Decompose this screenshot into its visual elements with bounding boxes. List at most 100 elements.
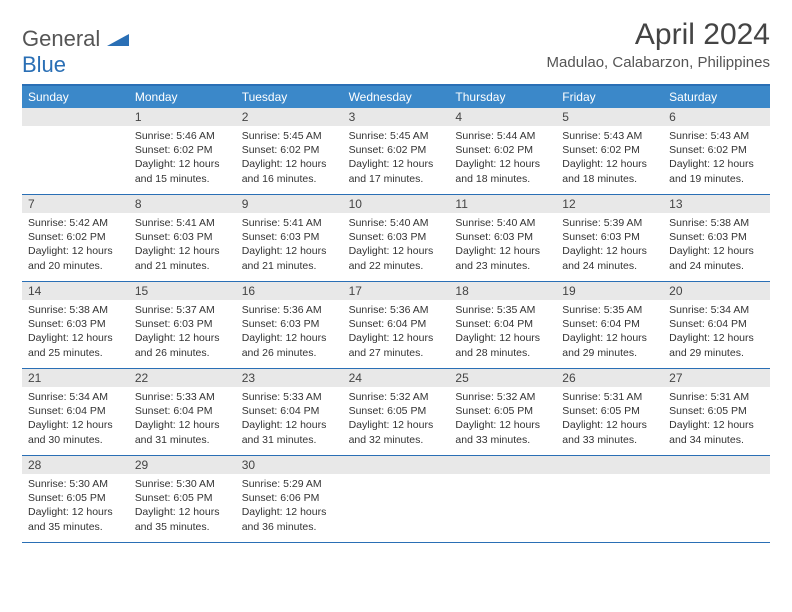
day-cell: 24Sunrise: 5:32 AMSunset: 6:05 PMDayligh… — [343, 369, 450, 455]
day-cell: 13Sunrise: 5:38 AMSunset: 6:03 PMDayligh… — [663, 195, 770, 281]
day-number: 19 — [556, 282, 663, 300]
day-cell: 18Sunrise: 5:35 AMSunset: 6:04 PMDayligh… — [449, 282, 556, 368]
daylight-text: Daylight: 12 hours and 27 minutes. — [349, 331, 444, 359]
sunset-text: Sunset: 6:02 PM — [349, 143, 444, 157]
calendar: SundayMondayTuesdayWednesdayThursdayFrid… — [22, 84, 770, 543]
day-number: 17 — [343, 282, 450, 300]
sunset-text: Sunset: 6:03 PM — [28, 317, 123, 331]
sunset-text: Sunset: 6:05 PM — [28, 491, 123, 505]
day-cell: 20Sunrise: 5:34 AMSunset: 6:04 PMDayligh… — [663, 282, 770, 368]
sunrise-text: Sunrise: 5:33 AM — [135, 390, 230, 404]
sunrise-text: Sunrise: 5:30 AM — [135, 477, 230, 491]
day-number: 15 — [129, 282, 236, 300]
daylight-text: Daylight: 12 hours and 15 minutes. — [135, 157, 230, 185]
day-body: Sunrise: 5:40 AMSunset: 6:03 PMDaylight:… — [343, 213, 450, 279]
day-header-cell: Friday — [556, 86, 663, 108]
logo-text: General Blue — [22, 26, 129, 78]
sunrise-text: Sunrise: 5:45 AM — [349, 129, 444, 143]
sunset-text: Sunset: 6:02 PM — [135, 143, 230, 157]
day-empty — [343, 456, 450, 474]
day-number: 30 — [236, 456, 343, 474]
sunrise-text: Sunrise: 5:36 AM — [349, 303, 444, 317]
sunset-text: Sunset: 6:03 PM — [455, 230, 550, 244]
logo-triangle-icon — [107, 32, 129, 51]
day-cell: 23Sunrise: 5:33 AMSunset: 6:04 PMDayligh… — [236, 369, 343, 455]
daylight-text: Daylight: 12 hours and 22 minutes. — [349, 244, 444, 272]
day-cell: 14Sunrise: 5:38 AMSunset: 6:03 PMDayligh… — [22, 282, 129, 368]
daylight-text: Daylight: 12 hours and 21 minutes. — [135, 244, 230, 272]
daylight-text: Daylight: 12 hours and 31 minutes. — [242, 418, 337, 446]
day-number: 6 — [663, 108, 770, 126]
sunset-text: Sunset: 6:04 PM — [349, 317, 444, 331]
week-row: 28Sunrise: 5:30 AMSunset: 6:05 PMDayligh… — [22, 456, 770, 543]
month-title: April 2024 — [547, 18, 770, 52]
daylight-text: Daylight: 12 hours and 26 minutes. — [242, 331, 337, 359]
sunrise-text: Sunrise: 5:32 AM — [349, 390, 444, 404]
sunset-text: Sunset: 6:02 PM — [455, 143, 550, 157]
day-cell: 17Sunrise: 5:36 AMSunset: 6:04 PMDayligh… — [343, 282, 450, 368]
header: General Blue April 2024 Madulao, Calabar… — [22, 18, 770, 78]
logo: General Blue — [22, 18, 129, 78]
sunset-text: Sunset: 6:05 PM — [455, 404, 550, 418]
day-body: Sunrise: 5:36 AMSunset: 6:04 PMDaylight:… — [343, 300, 450, 366]
day-number: 7 — [22, 195, 129, 213]
sunrise-text: Sunrise: 5:40 AM — [455, 216, 550, 230]
day-number: 27 — [663, 369, 770, 387]
daylight-text: Daylight: 12 hours and 19 minutes. — [669, 157, 764, 185]
sunset-text: Sunset: 6:02 PM — [28, 230, 123, 244]
day-cell: 11Sunrise: 5:40 AMSunset: 6:03 PMDayligh… — [449, 195, 556, 281]
day-cell: 16Sunrise: 5:36 AMSunset: 6:03 PMDayligh… — [236, 282, 343, 368]
sunrise-text: Sunrise: 5:34 AM — [669, 303, 764, 317]
day-number: 11 — [449, 195, 556, 213]
day-number: 4 — [449, 108, 556, 126]
sunset-text: Sunset: 6:03 PM — [349, 230, 444, 244]
day-header-cell: Thursday — [449, 86, 556, 108]
sunrise-text: Sunrise: 5:41 AM — [242, 216, 337, 230]
day-cell: 15Sunrise: 5:37 AMSunset: 6:03 PMDayligh… — [129, 282, 236, 368]
day-body: Sunrise: 5:43 AMSunset: 6:02 PMDaylight:… — [663, 126, 770, 192]
daylight-text: Daylight: 12 hours and 16 minutes. — [242, 157, 337, 185]
daylight-text: Daylight: 12 hours and 33 minutes. — [562, 418, 657, 446]
daylight-text: Daylight: 12 hours and 34 minutes. — [669, 418, 764, 446]
sunset-text: Sunset: 6:02 PM — [562, 143, 657, 157]
daylight-text: Daylight: 12 hours and 32 minutes. — [349, 418, 444, 446]
header-right: April 2024 Madulao, Calabarzon, Philippi… — [547, 18, 770, 71]
day-body: Sunrise: 5:36 AMSunset: 6:03 PMDaylight:… — [236, 300, 343, 366]
daylight-text: Daylight: 12 hours and 18 minutes. — [455, 157, 550, 185]
day-cell: 2Sunrise: 5:45 AMSunset: 6:02 PMDaylight… — [236, 108, 343, 194]
day-body: Sunrise: 5:38 AMSunset: 6:03 PMDaylight:… — [22, 300, 129, 366]
week-row: 1Sunrise: 5:46 AMSunset: 6:02 PMDaylight… — [22, 108, 770, 195]
day-body: Sunrise: 5:41 AMSunset: 6:03 PMDaylight:… — [236, 213, 343, 279]
sunrise-text: Sunrise: 5:36 AM — [242, 303, 337, 317]
logo-part2: Blue — [22, 52, 66, 77]
sunrise-text: Sunrise: 5:39 AM — [562, 216, 657, 230]
sunrise-text: Sunrise: 5:44 AM — [455, 129, 550, 143]
sunrise-text: Sunrise: 5:29 AM — [242, 477, 337, 491]
day-number: 3 — [343, 108, 450, 126]
day-header-cell: Wednesday — [343, 86, 450, 108]
sunset-text: Sunset: 6:02 PM — [669, 143, 764, 157]
sunrise-text: Sunrise: 5:43 AM — [562, 129, 657, 143]
day-number: 28 — [22, 456, 129, 474]
day-cell: 3Sunrise: 5:45 AMSunset: 6:02 PMDaylight… — [343, 108, 450, 194]
sunrise-text: Sunrise: 5:35 AM — [455, 303, 550, 317]
day-cell: 30Sunrise: 5:29 AMSunset: 6:06 PMDayligh… — [236, 456, 343, 542]
sunset-text: Sunset: 6:03 PM — [669, 230, 764, 244]
daylight-text: Daylight: 12 hours and 18 minutes. — [562, 157, 657, 185]
day-number: 8 — [129, 195, 236, 213]
sunset-text: Sunset: 6:06 PM — [242, 491, 337, 505]
sunset-text: Sunset: 6:03 PM — [562, 230, 657, 244]
day-empty — [22, 108, 129, 126]
day-cell: 1Sunrise: 5:46 AMSunset: 6:02 PMDaylight… — [129, 108, 236, 194]
sunset-text: Sunset: 6:05 PM — [135, 491, 230, 505]
day-body: Sunrise: 5:34 AMSunset: 6:04 PMDaylight:… — [663, 300, 770, 366]
day-cell — [556, 456, 663, 542]
sunset-text: Sunset: 6:03 PM — [135, 317, 230, 331]
day-body: Sunrise: 5:35 AMSunset: 6:04 PMDaylight:… — [556, 300, 663, 366]
sunset-text: Sunset: 6:04 PM — [669, 317, 764, 331]
day-cell: 25Sunrise: 5:32 AMSunset: 6:05 PMDayligh… — [449, 369, 556, 455]
daylight-text: Daylight: 12 hours and 35 minutes. — [28, 505, 123, 533]
day-cell: 21Sunrise: 5:34 AMSunset: 6:04 PMDayligh… — [22, 369, 129, 455]
day-body: Sunrise: 5:43 AMSunset: 6:02 PMDaylight:… — [556, 126, 663, 192]
sunrise-text: Sunrise: 5:40 AM — [349, 216, 444, 230]
